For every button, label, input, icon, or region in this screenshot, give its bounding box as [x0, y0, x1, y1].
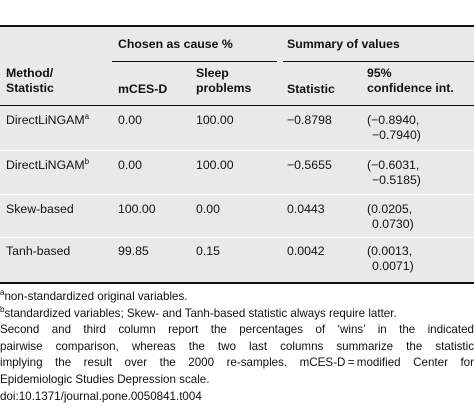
cell-statistic: −0.5655 — [287, 158, 332, 172]
bottom-rule — [0, 282, 474, 284]
cell-mcesd: 0.00 — [118, 158, 142, 172]
cell-statistic: 0.0042 — [287, 244, 325, 258]
results-table: Chosen as cause % Summary of values Meth… — [0, 25, 474, 284]
cell-mcesd: 100.00 — [118, 202, 156, 216]
table-row: DirectLiNGAMb — [6, 156, 90, 172]
table-row: DirectLiNGAMa — [6, 111, 90, 127]
top-rule — [0, 25, 474, 27]
col-header-mcesd: mCES-D — [118, 82, 168, 96]
cell-statistic: −0.8798 — [287, 113, 332, 127]
table-row: Tanh-based — [6, 244, 71, 258]
footnote-b: bstandardized variables; Skew- and Tanh-… — [0, 304, 397, 320]
cell-ci: (−0.8940, −0.7940) — [367, 113, 421, 142]
cell-ci: (0.0205, 0.0730) — [367, 202, 414, 231]
row-divider — [0, 150, 474, 151]
table-row: Skew-based — [6, 202, 74, 216]
doi-link[interactable]: doi:10.1371/journal.pone.0050841.t004 — [0, 389, 202, 403]
cell-sleep: 0.15 — [196, 244, 220, 258]
cell-sleep: 100.00 — [196, 158, 234, 172]
col-header-ci: 95% confidence int. — [367, 66, 454, 95]
col-header-statistic: Statistic — [287, 82, 335, 96]
row-divider — [0, 237, 474, 238]
cell-sleep: 0.00 — [196, 202, 220, 216]
footnote-note-line: implying the result over the 2000 re-sam… — [0, 356, 474, 370]
footnote-note-line: Second and third column report the perce… — [0, 323, 474, 337]
table-footnotes: anon-standardized original variables. bs… — [0, 289, 474, 405]
row-divider — [0, 194, 474, 195]
footnote-note-line: Epidemiologic Studies Depression scale. — [0, 372, 210, 386]
cell-sleep: 100.00 — [196, 113, 234, 127]
header-rule — [0, 105, 474, 106]
cell-ci: (−0.6031, −0.5185) — [367, 158, 421, 187]
col-header-method: Method/ Statistic — [6, 66, 54, 95]
cell-mcesd: 0.00 — [118, 113, 142, 127]
cell-statistic: 0.0443 — [287, 202, 325, 216]
group-rule-summary — [283, 61, 474, 62]
group-rule-chosen — [112, 61, 277, 62]
cell-mcesd: 99.85 — [118, 244, 149, 258]
footnote-a: anon-standardized original variables. — [0, 288, 188, 303]
footnote-note-line: pairwise comparison, whereas the two las… — [0, 339, 474, 353]
cell-ci: (0.0013, 0.0071) — [367, 244, 414, 273]
col-header-sleep: Sleep problems — [196, 66, 252, 95]
group-header-summary: Summary of values — [287, 37, 400, 51]
group-header-chosen: Chosen as cause % — [118, 37, 233, 51]
